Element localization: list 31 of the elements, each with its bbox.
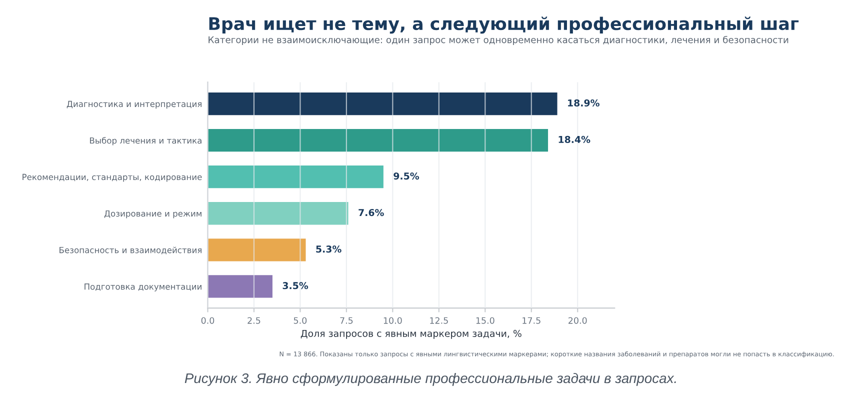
y-tick-label: Рекомендации, стандарты, кодирование [22,174,202,182]
y-tick-label: Подготовка документации [84,284,202,292]
bar [208,202,348,225]
chart-subtitle: Категории не взаимоисключающие: один запрос может одновременно касаться диагностики, лечения и безопасности [208,36,788,45]
x-tick-label: 5.0 [294,317,307,324]
bar [208,92,558,116]
x-axis-title: Доля запросов с явным маркером задачи, % [300,330,522,339]
data-label: 18.4% [558,136,590,144]
chart-title: Врач ищет не тему, а следующий профессиональный шаг [209,16,799,34]
x-tick-label: 12.5 [430,317,448,324]
data-label: 18.9% [568,99,600,107]
x-tick-label: 10.0 [384,317,402,324]
x-tick-label: 7.5 [340,317,353,324]
bar [208,275,272,298]
bar [208,238,306,262]
data-label: 5.3% [316,246,342,253]
bar [208,166,384,188]
data-label: 9.5% [394,172,420,180]
x-tick-label: 17.5 [522,317,540,324]
y-tick-label: Диагностика и интерпретация [66,100,202,109]
x-tick-label: 15.0 [476,317,494,324]
x-tick-label: 2.5 [248,317,260,324]
x-tick-label: 0.0 [201,317,214,324]
y-tick-label: Дозирование и режим [104,210,202,218]
x-tick-label: 20.0 [568,317,587,324]
y-tick-label: Выбор лечения и тактика [90,137,202,146]
bar [208,128,548,152]
text: Рисунок 3. Явно сформулированные профессиональные задачи в запросах. [184,372,676,386]
data-label: 3.5% [282,282,308,290]
data-label: 7.6% [358,208,384,216]
y-tick-label: Безопасность и взаимодействия [60,246,202,254]
